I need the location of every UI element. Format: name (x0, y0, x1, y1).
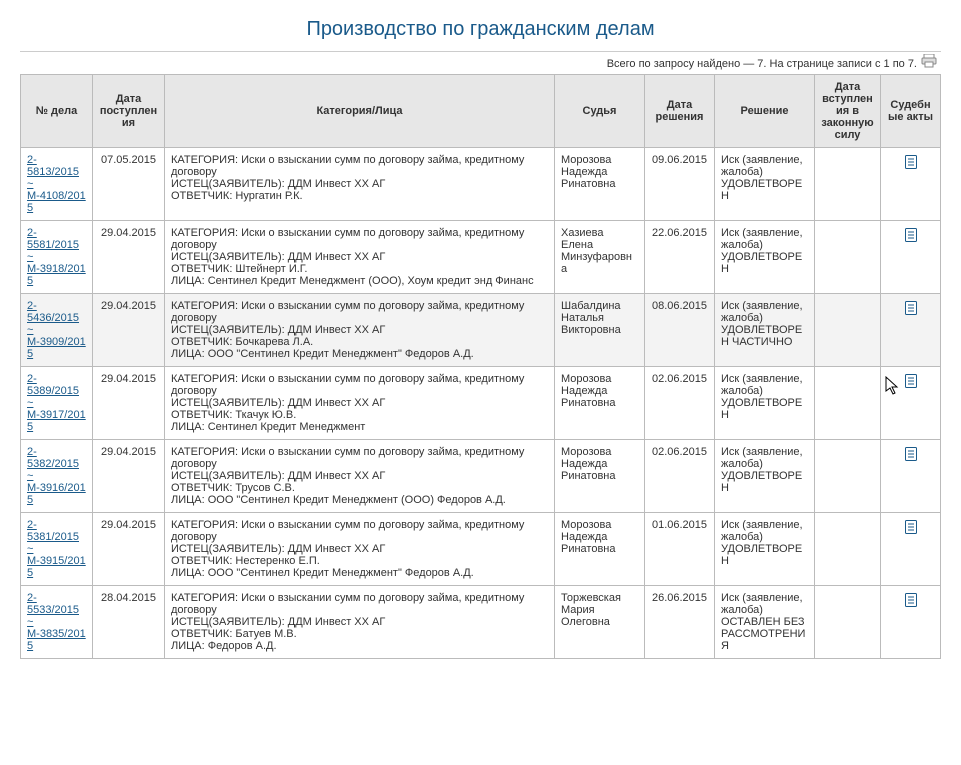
th-decision-date[interactable]: Дата решения (645, 75, 715, 148)
table-row: 2-5389/2015 ~ М-3917/201529.04.2015 КАТЕ… (21, 367, 941, 440)
cell-eff-date (815, 221, 881, 294)
cell-acts (881, 148, 941, 221)
cell-date-in: 29.04.2015 (93, 367, 165, 440)
cell-decision: Иск (заявление, жалоба) УДОВЛЕТВОРЕН (715, 148, 815, 221)
print-icon[interactable] (921, 54, 937, 71)
case-link[interactable]: 2-5533/2015 ~ М-3835/2015 (27, 592, 86, 652)
cell-decision-date: 02.06.2015 (645, 440, 715, 513)
document-icon[interactable] (903, 154, 919, 173)
cell-acts (881, 513, 941, 586)
th-acts[interactable]: Судебные акты (881, 75, 941, 148)
cell-eff-date (815, 440, 881, 513)
document-icon[interactable] (903, 300, 919, 319)
case-link[interactable]: 2-5581/2015 ~ М-3918/2015 (27, 227, 86, 287)
document-icon[interactable] (903, 373, 919, 392)
cell-acts (881, 367, 941, 440)
cell-eff-date (815, 586, 881, 659)
document-icon[interactable] (903, 519, 919, 538)
document-icon[interactable] (903, 592, 919, 611)
table-row: 2-5436/2015 ~ М-3909/201529.04.2015 КАТЕ… (21, 294, 941, 367)
cell-acts (881, 294, 941, 367)
case-link[interactable]: 2-5436/2015 ~ М-3909/2015 (27, 300, 86, 360)
th-date-in[interactable]: Дата поступления (93, 75, 165, 148)
cell-decision-date: 26.06.2015 (645, 586, 715, 659)
table-row: 2-5813/2015 ~ М-4108/201507.05.2015 КАТЕ… (21, 148, 941, 221)
document-icon[interactable] (903, 446, 919, 465)
th-eff-date[interactable]: Дата вступления в законную силу (815, 75, 881, 148)
cell-acts (881, 221, 941, 294)
cell-decision: Иск (заявление, жалоба) УДОВЛЕТВОРЕН ЧАС… (715, 294, 815, 367)
cell-category: КАТЕГОРИЯ: Иски о взыскании сумм по дого… (165, 367, 555, 440)
table-row: 2-5382/2015 ~ М-3916/201529.04.2015 КАТЕ… (21, 440, 941, 513)
cell-judge: Морозова Надежда Ринатовна (555, 440, 645, 513)
cell-decision: Иск (заявление, жалоба) УДОВЛЕТВОРЕН (715, 513, 815, 586)
table-header-row: № дела Дата поступления Категория/Лица С… (21, 75, 941, 148)
th-judge[interactable]: Судья (555, 75, 645, 148)
results-summary: Всего по запросу найдено — 7. На страниц… (20, 58, 941, 70)
cell-category: КАТЕГОРИЯ: Иски о взыскании сумм по дого… (165, 294, 555, 367)
cell-decision: Иск (заявление, жалоба) УДОВЛЕТВОРЕН (715, 221, 815, 294)
table-row: 2-5381/2015 ~ М-3915/201529.04.2015 КАТЕ… (21, 513, 941, 586)
cell-decision-date: 02.06.2015 (645, 367, 715, 440)
th-decision[interactable]: Решение (715, 75, 815, 148)
cell-category: КАТЕГОРИЯ: Иски о взыскании сумм по дого… (165, 440, 555, 513)
cell-decision: Иск (заявление, жалоба) УДОВЛЕТВОРЕН (715, 440, 815, 513)
cell-eff-date (815, 513, 881, 586)
case-link[interactable]: 2-5382/2015 ~ М-3916/2015 (27, 446, 86, 506)
cell-date-in: 29.04.2015 (93, 440, 165, 513)
cell-decision-date: 22.06.2015 (645, 221, 715, 294)
cell-eff-date (815, 294, 881, 367)
divider (20, 51, 941, 52)
cell-decision: Иск (заявление, жалоба) ОСТАВЛЕН БЕЗ РАС… (715, 586, 815, 659)
cell-acts (881, 440, 941, 513)
cell-date-in: 07.05.2015 (93, 148, 165, 221)
cell-date-in: 29.04.2015 (93, 221, 165, 294)
cell-date-in: 28.04.2015 (93, 586, 165, 659)
case-link[interactable]: 2-5389/2015 ~ М-3917/2015 (27, 373, 86, 433)
cell-judge: Торжевская Мария Олеговна (555, 586, 645, 659)
cell-decision-date: 08.06.2015 (645, 294, 715, 367)
page-title: Производство по гражданским делам (20, 18, 941, 41)
th-category[interactable]: Категория/Лица (165, 75, 555, 148)
cell-eff-date (815, 367, 881, 440)
cell-decision: Иск (заявление, жалоба) УДОВЛЕТВОРЕН (715, 367, 815, 440)
cell-date-in: 29.04.2015 (93, 513, 165, 586)
cell-decision-date: 09.06.2015 (645, 148, 715, 221)
cell-category: КАТЕГОРИЯ: Иски о взыскании сумм по дого… (165, 221, 555, 294)
cell-judge: Морозова Надежда Ринатовна (555, 513, 645, 586)
table-row: 2-5581/2015 ~ М-3918/201529.04.2015 КАТЕ… (21, 221, 941, 294)
cell-judge: Морозова Надежда Ринатовна (555, 367, 645, 440)
document-icon[interactable] (903, 227, 919, 246)
case-link[interactable]: 2-5813/2015 ~ М-4108/2015 (27, 154, 86, 214)
cell-judge: Морозова Надежда Ринатовна (555, 148, 645, 221)
cell-judge: Хазиева Елена Минзуфаровна (555, 221, 645, 294)
case-link[interactable]: 2-5381/2015 ~ М-3915/2015 (27, 519, 86, 579)
cell-category: КАТЕГОРИЯ: Иски о взыскании сумм по дого… (165, 513, 555, 586)
cell-acts (881, 586, 941, 659)
th-case-no[interactable]: № дела (21, 75, 93, 148)
table-row: 2-5533/2015 ~ М-3835/201528.04.2015 КАТЕ… (21, 586, 941, 659)
cases-table: № дела Дата поступления Категория/Лица С… (20, 74, 941, 659)
cell-category: КАТЕГОРИЯ: Иски о взыскании сумм по дого… (165, 148, 555, 221)
cell-date-in: 29.04.2015 (93, 294, 165, 367)
cell-category: КАТЕГОРИЯ: Иски о взыскании сумм по дого… (165, 586, 555, 659)
cell-decision-date: 01.06.2015 (645, 513, 715, 586)
cell-judge: Шабалдина Наталья Викторовна (555, 294, 645, 367)
cell-eff-date (815, 148, 881, 221)
